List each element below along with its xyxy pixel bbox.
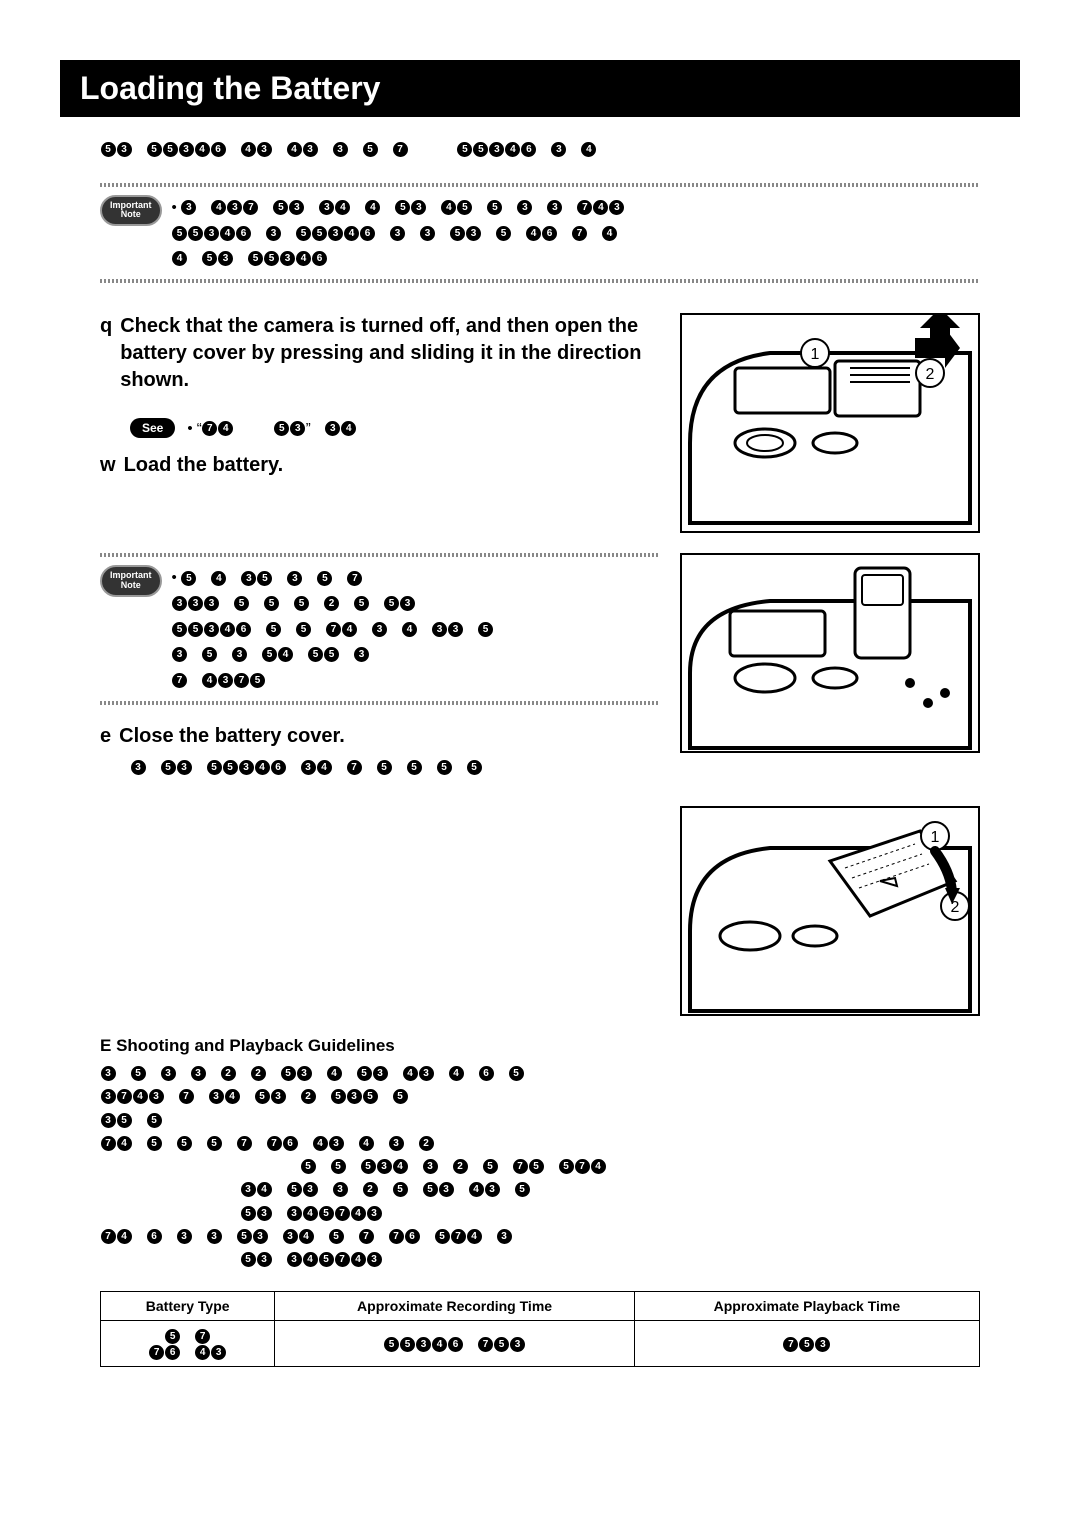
cell-playback-time: 753 [634,1320,979,1367]
step-1-letter: q [100,313,112,394]
important-badge-2: Important Note [100,565,162,597]
see-badge: See [130,418,175,438]
guidelines-title: Shooting and Playback Guidelines [116,1036,395,1055]
svg-text:2: 2 [926,366,935,383]
step-1-text: Check that the camera is turned off, and… [120,313,660,394]
step-3-heading: e Close the battery cover. [100,723,660,750]
col-recording-time: Approximate Recording Time [275,1291,634,1320]
intro-dots: 53553464343357 [100,137,408,163]
note1-text: • 3437533445345533743 553463553463353546… [172,195,625,272]
col-battery-type: Battery Type [101,1291,275,1320]
step-2-heading: w Load the battery. [100,452,660,479]
cell-recording-time: 55346753 [275,1320,634,1367]
step-3-sub: 353553463475555 [130,756,660,780]
intro-dots-2: 5534634 [457,137,597,163]
important-note-2: Important Note • 5435357 3335552553 5534… [100,553,660,705]
illustration-insert-battery [680,553,980,753]
see-row: See • “7453”34 [130,418,660,438]
svg-text:1: 1 [931,829,940,846]
important-note-1: Important Note • 3437533445345533743 553… [100,183,980,284]
step-3-row: 1 2 [100,806,980,1016]
step-3-text: Close the battery cover. [119,723,345,750]
guidelines-section: E Shooting and Playback Guidelines 35332… [100,1036,980,1271]
illustration-open-cover: 1 2 [680,313,980,533]
col-playback-time: Approximate Playback Time [634,1291,979,1320]
table-header-row: Battery Type Approximate Recording Time … [101,1291,980,1320]
guidelines-body: 3533225345343465 37437345325355 355 7455… [100,1062,980,1271]
intro-text: 53553464343357 5534634 [100,137,980,163]
table-row: 57 7643 55346753 753 [101,1320,980,1367]
step-2-letter: w [100,452,116,479]
step-2-text: Load the battery. [124,452,284,479]
svg-text:1: 1 [811,346,820,363]
important-badge: Important Note [100,195,162,227]
illustration-close-cover: 1 2 [680,806,980,1016]
step-1-row: q Check that the camera is turned off, a… [100,313,980,533]
spec-table: Battery Type Approximate Recording Time … [100,1291,980,1368]
step-2-row: Important Note • 5435357 3335552553 5534… [100,553,980,786]
page-title: Loading the Battery [60,60,1020,117]
step-3-letter: e [100,723,111,750]
note2-text: • 5435357 3335552553 55346557434335 3535… [172,565,494,693]
step-1-heading: q Check that the camera is turned off, a… [100,313,660,394]
cell-battery-type: 57 7643 [101,1320,275,1367]
guidelines-prefix: E [100,1036,111,1055]
